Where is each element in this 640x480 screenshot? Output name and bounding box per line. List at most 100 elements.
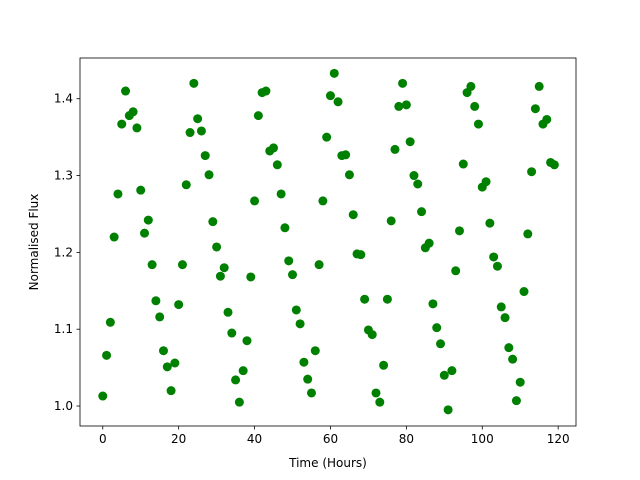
point [238, 366, 248, 376]
point [234, 397, 244, 407]
x-tick-label: 120 [547, 432, 570, 446]
point [166, 386, 176, 396]
point [261, 86, 271, 96]
point [443, 405, 453, 415]
axes-frame [79, 57, 577, 427]
point [375, 397, 385, 407]
point [500, 313, 510, 323]
point [181, 180, 191, 190]
point [394, 101, 404, 111]
point [227, 328, 237, 338]
point [219, 263, 229, 273]
x-tick-label: 40 [247, 432, 262, 446]
point [409, 171, 419, 181]
point [348, 210, 358, 220]
point [470, 101, 480, 111]
point [360, 294, 370, 304]
y-tick-label: 1.3 [54, 169, 73, 183]
x-tick-label: 20 [171, 432, 186, 446]
point [534, 81, 544, 91]
point [162, 362, 172, 372]
point [303, 374, 313, 384]
point [253, 111, 263, 121]
point [496, 302, 506, 312]
point [155, 312, 165, 322]
point [511, 396, 521, 406]
point [398, 78, 408, 88]
point [208, 217, 218, 227]
y-tick-label: 1.4 [54, 92, 73, 106]
point [212, 242, 222, 252]
point [291, 305, 301, 315]
point [204, 170, 214, 180]
point [549, 160, 559, 170]
point [196, 126, 206, 136]
point [105, 317, 115, 327]
point [325, 91, 335, 101]
point [231, 375, 241, 385]
point [185, 128, 195, 138]
point [333, 97, 343, 107]
point [371, 388, 381, 398]
point [140, 228, 150, 238]
point [147, 260, 157, 270]
point [530, 104, 540, 114]
point [295, 319, 305, 329]
point [504, 343, 514, 353]
y-tick-label: 1.0 [54, 399, 73, 413]
point [466, 81, 476, 91]
point [250, 196, 260, 206]
point [215, 271, 225, 281]
point [136, 185, 146, 195]
y-tick-label: 1.1 [54, 322, 73, 336]
point [322, 132, 332, 142]
point [143, 215, 153, 225]
point [458, 159, 468, 169]
point [439, 370, 449, 380]
point [527, 167, 537, 177]
point [436, 339, 446, 349]
point [382, 294, 392, 304]
point [341, 150, 351, 160]
x-tick-label: 100 [471, 432, 494, 446]
x-tick-label: 60 [323, 432, 338, 446]
point [276, 189, 286, 199]
point [405, 137, 415, 147]
x-tick-label: 80 [399, 432, 414, 446]
point [121, 86, 131, 96]
point [314, 260, 324, 270]
point [454, 226, 464, 236]
point [170, 358, 180, 368]
point [413, 179, 423, 189]
point [158, 346, 168, 356]
point [508, 354, 518, 364]
point [310, 346, 320, 356]
point [288, 270, 298, 280]
point [519, 287, 529, 297]
point [98, 391, 108, 401]
point [151, 296, 161, 306]
point [424, 238, 434, 248]
point [515, 377, 525, 387]
point [356, 250, 366, 260]
point [177, 260, 187, 270]
point [485, 218, 495, 228]
point [318, 196, 328, 206]
point [417, 207, 427, 217]
point [189, 78, 199, 88]
point [523, 229, 533, 239]
point [542, 114, 552, 124]
point [367, 330, 377, 340]
point [109, 232, 119, 242]
point [200, 151, 210, 161]
point [344, 170, 354, 180]
point [451, 266, 461, 276]
point [246, 272, 256, 282]
point [269, 143, 279, 153]
point [117, 119, 127, 129]
point [489, 252, 499, 262]
point [272, 160, 282, 170]
point [284, 256, 294, 266]
point [174, 300, 184, 310]
